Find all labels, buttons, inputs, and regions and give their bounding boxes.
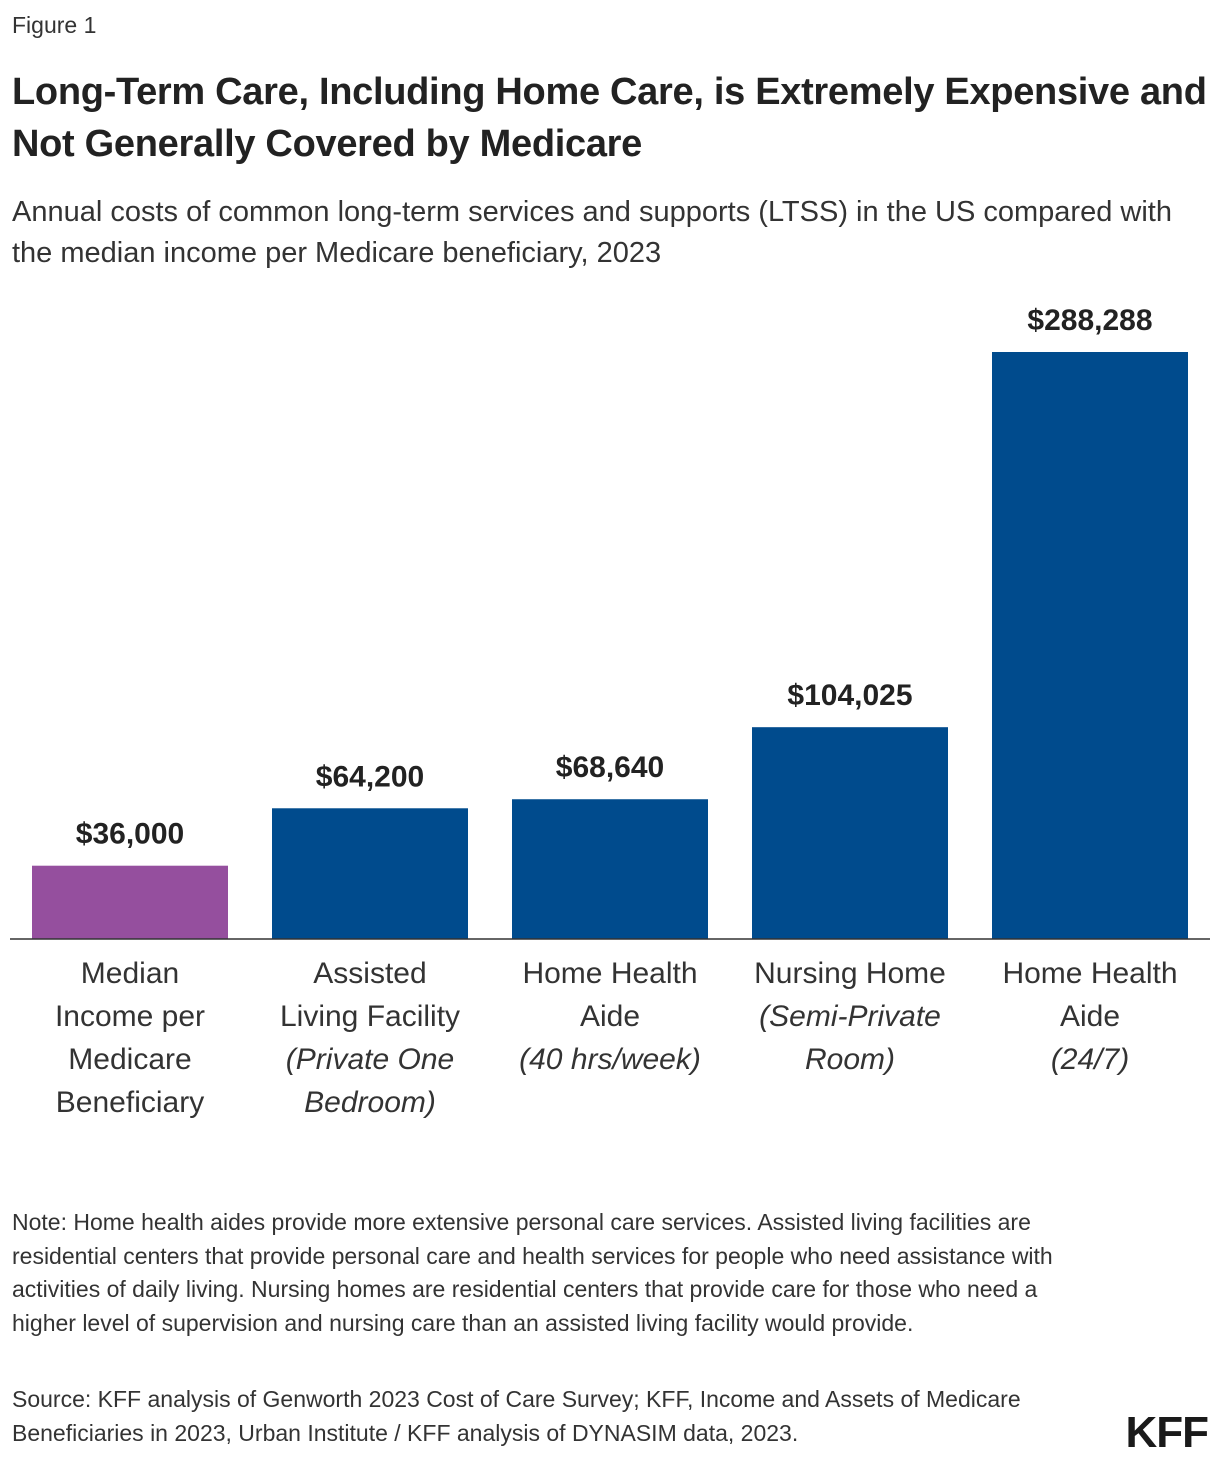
- bars-layer: $36,000 $64,200 $68,640 $104,025 $288,288: [32, 304, 1188, 939]
- category-labels-layer: Median Income per Medicare Beneficiary Assis…: [55, 957, 1178, 1119]
- category-label-line: Income per: [55, 1000, 205, 1033]
- category-label-line: Nursing Home: [754, 957, 946, 990]
- category-label-line: (40 hrs/week): [519, 1043, 701, 1076]
- category-label-line: Median: [81, 957, 179, 990]
- chart-note: Note: Home health aides provide more ext…: [12, 1209, 1053, 1336]
- category-label-4: Home Health Aide (24/7): [1002, 957, 1177, 1076]
- chart-source: Source: KFF analysis of Genworth 2023 Co…: [12, 1386, 1021, 1446]
- chart-subtitle: Annual costs of common long-term service…: [12, 196, 1172, 269]
- category-label-line: Living Facility: [280, 1000, 460, 1033]
- bar-value-label-2: $68,640: [556, 751, 664, 784]
- category-label-line: (Semi-Private: [759, 1000, 941, 1033]
- bar-value-label-3: $104,025: [787, 679, 912, 712]
- bar-value-label-4: $288,288: [1027, 304, 1152, 337]
- category-label-line: (Private One: [286, 1043, 454, 1076]
- category-label-0: Median Income per Medicare Beneficiary: [55, 957, 205, 1119]
- bar-4: [992, 352, 1188, 939]
- kff-logo: KFF: [1125, 1408, 1209, 1457]
- category-label-1: Assisted Living Facility (Private One Bedro…: [280, 957, 460, 1119]
- category-label-line: Medicare: [68, 1043, 191, 1076]
- category-label-line: Aide: [1060, 1000, 1120, 1033]
- bar-chart: $36,000 $64,200 $68,640 $104,025 $288,288 Me…: [10, 304, 1210, 1119]
- bar-1: [272, 808, 468, 939]
- chart-title: Long-Term Care, Including Home Care, is …: [12, 71, 1207, 165]
- category-label-3: Nursing Home (Semi-Private Room): [754, 957, 946, 1076]
- bar-value-label-1: $64,200: [316, 760, 424, 793]
- category-label-line: Room): [805, 1043, 895, 1076]
- bar-2: [512, 799, 708, 939]
- category-label-line: Home Health: [522, 957, 697, 990]
- category-label-line: (24/7): [1051, 1043, 1129, 1076]
- bar-value-label-0: $36,000: [76, 818, 184, 851]
- category-label-line: Aide: [580, 1000, 640, 1033]
- category-label-2: Home Health Aide (40 hrs/week): [519, 957, 701, 1076]
- category-label-line: Home Health: [1002, 957, 1177, 990]
- category-label-line: Bedroom): [304, 1086, 436, 1119]
- category-label-line: Beneficiary: [56, 1086, 204, 1119]
- bar-3: [752, 727, 948, 939]
- bar-0: [32, 865, 228, 939]
- category-label-line: Assisted: [313, 957, 426, 990]
- figure-label: Figure 1: [12, 12, 97, 38]
